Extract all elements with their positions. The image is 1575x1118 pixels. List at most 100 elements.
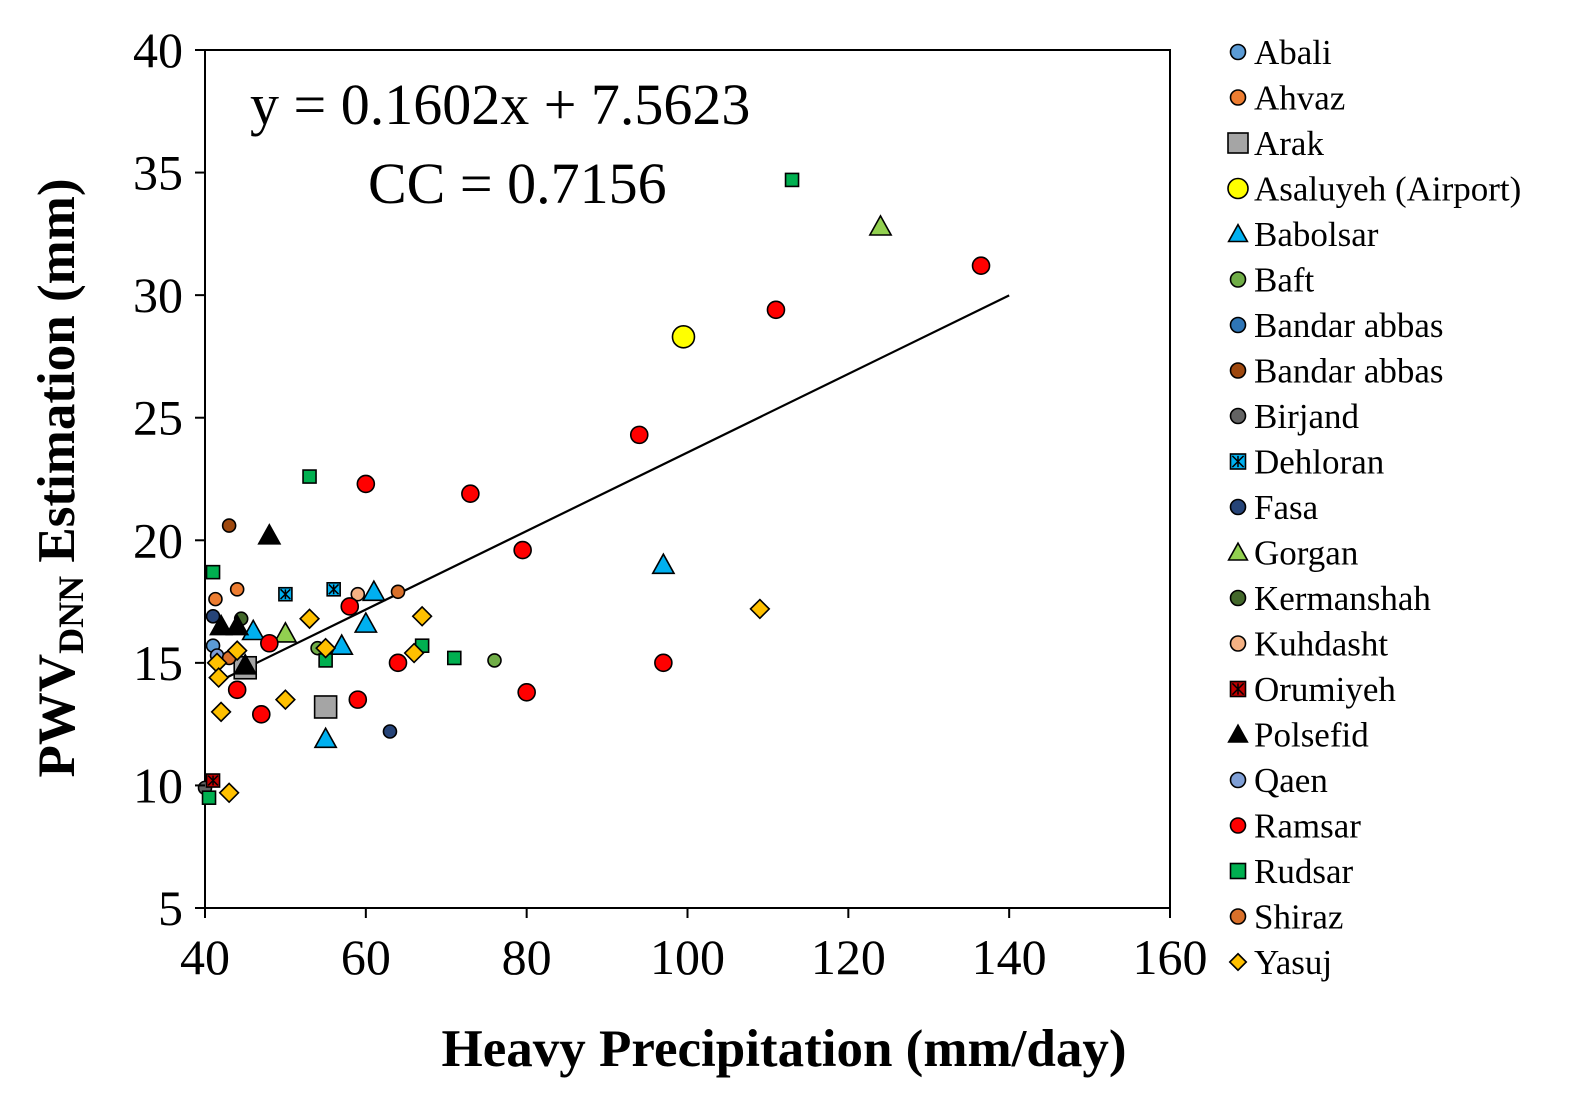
legend-label: Dehloran — [1254, 443, 1384, 482]
data-point — [225, 613, 250, 636]
marker-shape — [361, 579, 386, 602]
marker-shape — [201, 790, 217, 805]
legend-item: Kuhdasht — [1229, 625, 1388, 664]
legend-item: Ahvaz — [1229, 79, 1345, 118]
legend-marker — [1227, 222, 1249, 243]
data-point — [390, 584, 406, 600]
marker-shape — [221, 518, 237, 533]
marker-shape — [1229, 908, 1247, 925]
legend: Abali Ahvaz Arak Asaluyeh (Airport) Babolsar… — [1227, 33, 1521, 982]
legend-item: Babolsar — [1227, 215, 1379, 254]
marker-shape — [225, 613, 250, 636]
data-point — [326, 582, 341, 597]
marker-shape — [1229, 498, 1247, 516]
data-point — [299, 608, 321, 630]
marker-shape — [313, 695, 338, 719]
data-point — [274, 689, 296, 711]
y-axis-title-rest: Estimation (mm) — [28, 178, 86, 575]
legend-marker — [1229, 908, 1247, 925]
legend-item: Arak — [1227, 124, 1324, 163]
x-tick-label: 100 — [650, 929, 725, 985]
marker-cross — [328, 583, 340, 595]
legend-item: Qaen — [1229, 761, 1328, 800]
marker-shape — [1229, 89, 1247, 106]
data-point — [629, 425, 649, 445]
data-point — [273, 621, 298, 643]
legend-label: Orumiyeh — [1254, 670, 1396, 709]
plot-area — [204, 49, 1171, 909]
marker-shape — [461, 484, 480, 504]
legend-item: Kermanshah — [1229, 579, 1431, 618]
data-point — [313, 726, 338, 749]
marker-shape — [1229, 43, 1247, 61]
marker-shape — [1227, 723, 1249, 743]
y-tick-label: 10 — [133, 757, 183, 813]
data-point — [356, 474, 376, 494]
x-axis-title: Heavy Precipitation (mm/day) — [442, 1020, 1127, 1078]
legend-label: Ramsar — [1254, 807, 1361, 846]
data-point — [388, 653, 408, 673]
marker-shape — [218, 782, 240, 804]
x-tick-label: 140 — [972, 929, 1047, 985]
legend-marker — [1229, 453, 1247, 470]
data-point — [749, 598, 771, 620]
legend-marker — [1229, 498, 1247, 516]
marker-shape — [1229, 817, 1247, 834]
data-point — [671, 325, 696, 349]
legend-label: Abali — [1254, 33, 1332, 72]
trendline — [220, 294, 1010, 682]
data-point — [446, 650, 462, 666]
marker-shape — [1229, 589, 1247, 607]
y-tick-label: 25 — [133, 390, 183, 446]
legend-marker — [1227, 132, 1249, 154]
marker-shape — [1229, 635, 1247, 652]
marker-cross — [1231, 455, 1245, 468]
legend-marker — [1229, 817, 1247, 834]
y-tick-label: 35 — [133, 145, 183, 201]
marker-shape — [257, 523, 282, 545]
data-points-layer — [197, 172, 991, 805]
marker-shape — [1227, 177, 1249, 200]
legend-item: Birjand — [1229, 397, 1359, 436]
marker-shape — [302, 469, 317, 484]
data-point — [205, 564, 221, 580]
data-point — [868, 214, 893, 236]
y-tick-label: 15 — [133, 635, 183, 691]
data-point — [654, 653, 673, 673]
data-point — [205, 608, 221, 624]
legend-label: Yasuj — [1254, 943, 1332, 982]
y-axis-title: PWVDNN Estimation (mm) — [28, 178, 91, 777]
legend-label: Bandar abbas — [1254, 306, 1444, 345]
legend-label: Shiraz — [1254, 898, 1343, 937]
data-point — [208, 667, 230, 689]
legend-item: Rudsar — [1229, 852, 1354, 891]
data-point — [329, 633, 354, 655]
marker-shape — [651, 552, 676, 575]
marker-shape — [1229, 862, 1247, 880]
legend-marker — [1229, 271, 1247, 288]
legend-label: Baft — [1254, 261, 1315, 300]
legend-item: Baft — [1229, 261, 1315, 300]
marker-shape — [766, 300, 786, 320]
data-point — [651, 552, 676, 575]
data-point — [229, 582, 245, 597]
legend-label: Babolsar — [1254, 215, 1379, 254]
data-point — [353, 611, 378, 633]
marker-shape — [446, 650, 462, 666]
marker-shape — [205, 608, 221, 624]
data-point — [971, 256, 991, 276]
y-axis-title-subscript: DNN — [51, 576, 91, 654]
correlation-coefficient: CC = 0.7156 — [368, 151, 667, 216]
marker-shape — [299, 608, 321, 630]
data-point — [251, 705, 271, 724]
marker-shape — [353, 611, 378, 633]
marker-shape — [411, 605, 433, 627]
legend-item: Shiraz — [1229, 898, 1343, 937]
data-point — [221, 518, 237, 533]
marker-shape — [348, 690, 368, 709]
data-point — [517, 682, 536, 702]
marker-shape — [315, 637, 337, 659]
marker-shape — [340, 597, 360, 616]
marker-shape — [671, 325, 696, 349]
legend-label: Birjand — [1254, 397, 1359, 436]
